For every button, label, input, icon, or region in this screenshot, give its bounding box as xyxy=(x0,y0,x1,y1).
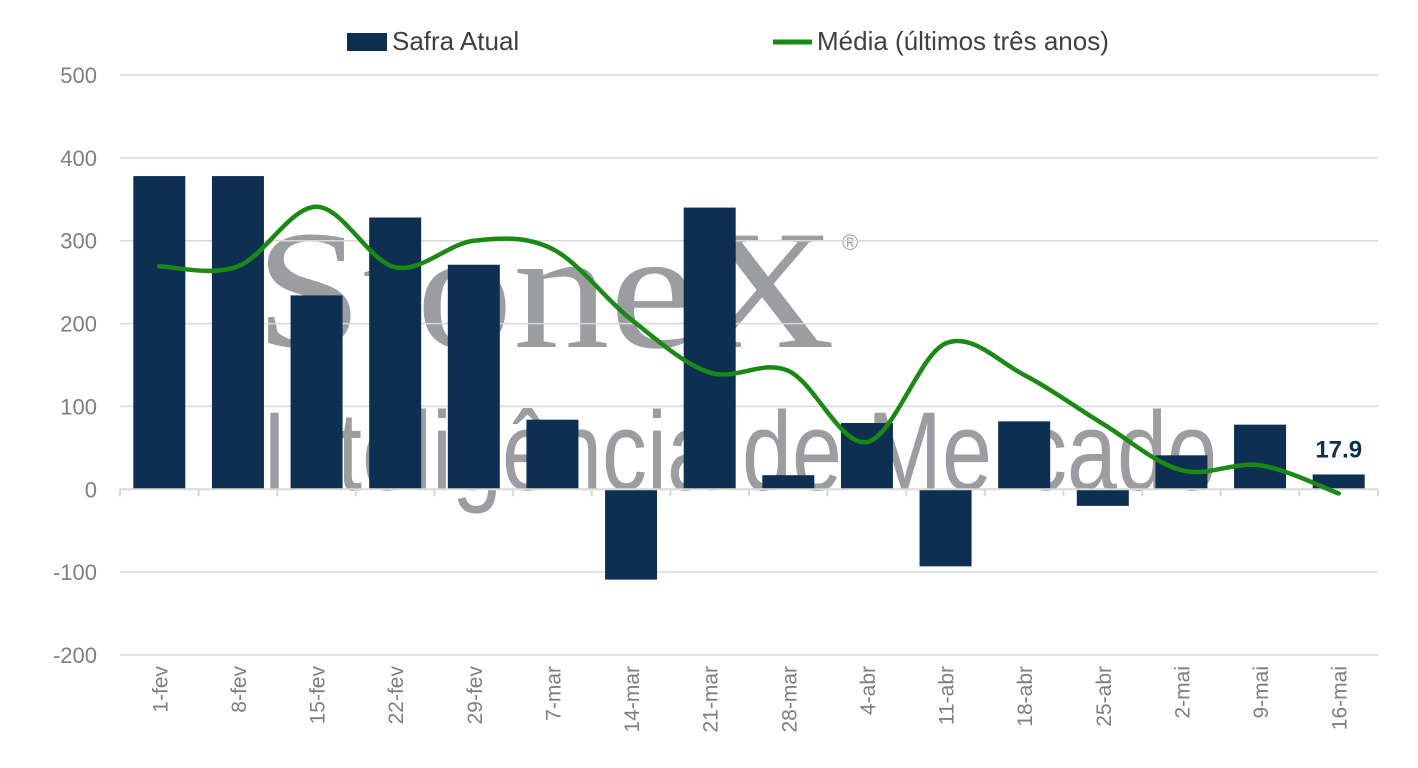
bar xyxy=(211,176,264,490)
x-tick-label: 18-abr xyxy=(1014,666,1037,727)
x-tick-label: 25-abr xyxy=(1093,666,1116,727)
x-tick-label: 8-fev xyxy=(228,666,251,713)
bar xyxy=(290,295,343,490)
x-tick-label: 14-mar xyxy=(621,666,644,733)
average-line xyxy=(157,204,1341,496)
bar xyxy=(998,421,1051,490)
data-labels: 17.9 xyxy=(1315,436,1362,463)
bar xyxy=(605,489,658,580)
legend: Safra Atual Média (últimos três anos) xyxy=(347,26,1109,56)
line-point xyxy=(1336,491,1341,496)
y-tick-label: 300 xyxy=(60,229,97,254)
bar xyxy=(1312,474,1365,490)
line-point xyxy=(471,238,476,243)
bar-series xyxy=(133,176,1365,580)
line-point xyxy=(1179,468,1184,473)
x-tick-label: 16-mai xyxy=(1329,666,1352,730)
y-tick-label: -100 xyxy=(53,560,97,585)
y-tick-label: -200 xyxy=(53,643,97,668)
line-point xyxy=(629,317,634,322)
line-point xyxy=(235,264,240,269)
line-point xyxy=(943,341,948,346)
line-point xyxy=(1022,372,1027,377)
y-tick-label: 400 xyxy=(60,146,97,171)
x-tick-label: 22-fev xyxy=(385,666,408,725)
line-point xyxy=(550,247,555,251)
bar xyxy=(762,475,815,490)
gridlines xyxy=(120,74,1378,656)
x-tick-label: 21-mar xyxy=(700,666,723,733)
legend-label-line: Média (últimos três anos) xyxy=(817,26,1109,56)
y-tick-label: 500 xyxy=(60,63,97,88)
x-axis-ticks: 1-fev 8-fev 15-fev 22-fev 29-fev 7-mar 14-mar 2… xyxy=(149,666,1351,733)
data-label: 17.9 xyxy=(1315,436,1362,463)
bar xyxy=(526,419,579,490)
line-point xyxy=(314,204,319,209)
x-tick-label: 11-abr xyxy=(936,666,959,725)
line-point xyxy=(707,370,712,375)
x-tick-label: 1-fev xyxy=(149,666,172,713)
bar xyxy=(133,176,186,490)
legend-swatch-bar xyxy=(347,33,387,51)
x-tick-label: 15-fev xyxy=(307,666,330,725)
x-tick-label: 29-fev xyxy=(464,666,487,725)
line-point xyxy=(1100,421,1105,426)
bar xyxy=(683,207,736,490)
bar xyxy=(1076,489,1129,506)
line-point xyxy=(393,265,398,270)
line-point xyxy=(786,368,791,373)
y-axis-ticks: 500 400 300 200 100 0 -100 -200 xyxy=(53,63,97,668)
bar xyxy=(447,264,500,490)
x-tick-label: 7-mar xyxy=(542,666,565,721)
x-tick-label: 2-mai xyxy=(1171,666,1194,719)
line-point xyxy=(1258,463,1263,468)
y-tick-label: 100 xyxy=(60,394,97,419)
line-point xyxy=(157,264,162,269)
line-point xyxy=(864,440,869,445)
x-axis xyxy=(119,488,1379,497)
bar xyxy=(919,489,972,567)
x-tick-label: 28-mar xyxy=(778,666,801,733)
watermark-registered-mark: ® xyxy=(842,230,858,255)
x-tick-label: 4-abr xyxy=(857,666,880,715)
y-tick-label: 0 xyxy=(85,477,97,502)
bar xyxy=(1234,424,1287,490)
bar xyxy=(369,217,422,490)
x-tick-label: 9-mai xyxy=(1250,666,1273,719)
line-series xyxy=(157,204,1341,496)
y-tick-label: 200 xyxy=(60,312,97,337)
legend-label-bar: Safra Atual xyxy=(392,26,519,56)
